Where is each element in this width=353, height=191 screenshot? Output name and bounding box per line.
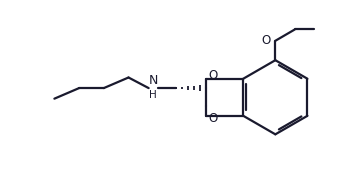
- Text: O: O: [208, 112, 217, 125]
- Text: O: O: [208, 69, 217, 82]
- Text: H: H: [149, 90, 157, 100]
- Text: N: N: [149, 74, 158, 87]
- Text: O: O: [262, 34, 271, 47]
